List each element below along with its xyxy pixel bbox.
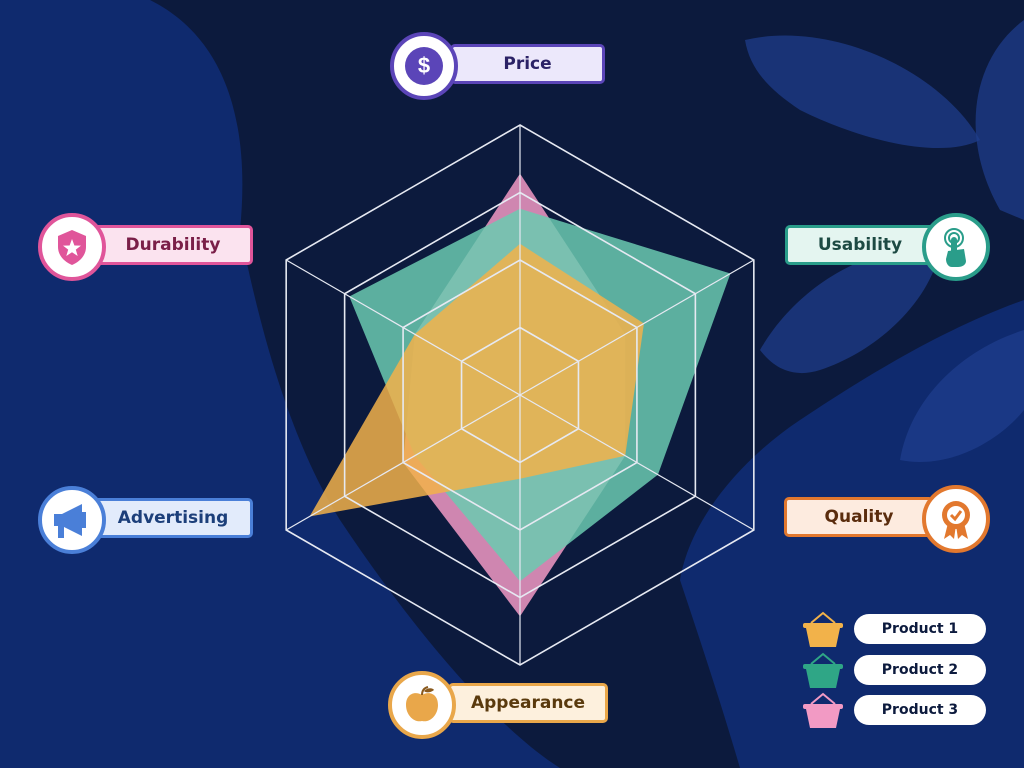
basket-icon <box>803 611 843 647</box>
axis-spoke <box>285 259 521 396</box>
quality-pill: Quality <box>784 497 934 537</box>
appearance-pill: Appearance <box>448 683 608 723</box>
leaf-decoration <box>760 248 940 374</box>
axis-label-quality: Quality <box>784 485 994 553</box>
series-product-1 <box>309 243 644 517</box>
legend-item-product-3: Product 3 <box>800 692 990 730</box>
axis-spoke <box>519 394 755 531</box>
axis-spoke <box>285 394 521 531</box>
usability-badge <box>922 213 990 281</box>
axis-label-durability: Durability <box>38 213 258 281</box>
shield-icon <box>58 230 86 265</box>
grid-layer <box>285 124 755 666</box>
touch-icon <box>944 228 966 267</box>
left-blob <box>0 0 560 768</box>
usability-pill: Usability <box>785 225 935 265</box>
series-layer <box>309 173 731 617</box>
dollar-icon: $ <box>405 47 443 85</box>
legend-item-product-2: Product 2 <box>800 652 990 690</box>
advertising-badge <box>38 486 106 554</box>
award-icon <box>942 501 970 539</box>
usability-label: Usability <box>817 235 903 255</box>
quality-label: Quality <box>824 507 894 527</box>
appearance-badge <box>388 671 456 739</box>
axis-label-appearance: Appearance <box>388 671 613 739</box>
axis-spoke <box>519 259 755 396</box>
durability-label: Durability <box>125 235 221 255</box>
axis-label-usability: Usability <box>780 213 995 281</box>
appearance-label: Appearance <box>470 693 586 713</box>
leaf-decoration <box>900 330 1024 462</box>
apple-icon <box>406 686 438 722</box>
leaf-decoration <box>975 20 1024 220</box>
price-pill: Price <box>450 44 605 84</box>
price-badge: $ <box>390 32 458 100</box>
price-label: Price <box>503 54 552 74</box>
legend-label-product-2: Product 2 <box>854 655 986 685</box>
advertising-label: Advertising <box>117 508 229 528</box>
axis-label-advertising: Advertising <box>38 486 258 554</box>
svg-text:$: $ <box>418 53 430 78</box>
megaphone-icon <box>54 504 86 538</box>
quality-badge <box>922 485 990 553</box>
legend-label-product-3: Product 3 <box>854 695 986 725</box>
basket-icon <box>803 692 843 728</box>
leaf-decoration <box>745 35 980 149</box>
legend-item-product-1: Product 1 <box>800 611 990 649</box>
durability-badge <box>38 213 106 281</box>
advertising-pill: Advertising <box>93 498 253 538</box>
axis-label-price: Price $ <box>390 32 610 100</box>
legend-label-product-1: Product 1 <box>854 614 986 644</box>
basket-icon <box>803 652 843 688</box>
durability-pill: Durability <box>93 225 253 265</box>
